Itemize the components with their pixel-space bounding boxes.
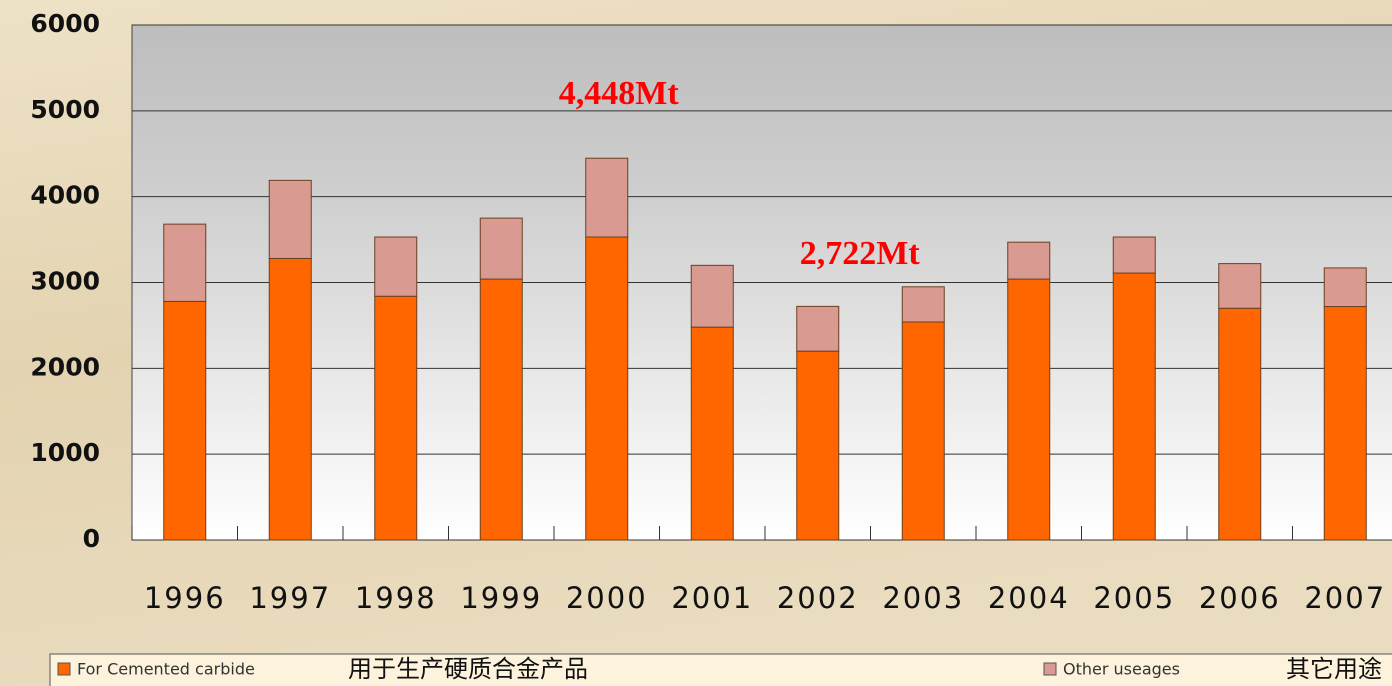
bar-segment [796,305,840,352]
bar-segment [1218,263,1262,309]
x-tick-label: 1996 [144,581,226,615]
x-tick-label: 2007 [1304,581,1386,615]
x-tick-label: 1999 [460,581,542,615]
x-tick-label: 1998 [355,581,437,615]
x-tick-label: 2003 [882,581,964,615]
bar-segment [901,286,945,323]
bar-segment [796,350,840,541]
bar-segment [163,300,207,541]
bar-segment [585,236,629,541]
bar-segment [1218,307,1262,541]
y-tick-label: 6000 [30,9,100,38]
annotation: 2,722Mt [800,235,921,272]
x-tick-label: 2001 [671,581,753,615]
legend [49,653,1392,686]
bar-segment [1112,236,1156,274]
annotation: 4,448Mt [559,75,680,112]
y-tick-label: 5000 [30,95,100,124]
y-tick-label: 2000 [30,352,100,381]
bar-segment [1323,306,1367,541]
bar-segment [1112,272,1156,541]
legend-swatch [57,662,71,676]
legend-label: Other useages [1063,660,1180,679]
bar-segment [268,257,312,541]
bar-segment [690,326,734,541]
bar-segment [1007,278,1051,541]
y-tick-label: 3000 [30,267,100,296]
bar-segment [690,264,734,328]
legend-label-zh: 用于生产硬质合金产品 [348,655,588,683]
y-tick-label: 4000 [30,181,100,210]
legend-label-zh: 其它用途 [1286,655,1382,683]
bar-segment [374,236,418,297]
legend-swatch [1043,662,1057,676]
bar-segment [479,278,523,541]
x-tick-label: 1997 [249,581,331,615]
bar-segment [1323,267,1367,308]
bar-segment [163,223,207,302]
y-tick-label: 1000 [30,438,100,467]
bar-segment [374,295,418,541]
x-tick-label: 2002 [777,581,859,615]
x-tick-label: 2005 [1093,581,1175,615]
x-tick-label: 2004 [988,581,1070,615]
bar-segment [585,157,629,238]
bar-segment [1007,241,1051,280]
y-tick-label: 0 [83,524,100,553]
x-tick-label: 2006 [1199,581,1281,615]
bar-segment [268,179,312,259]
x-tick-label: 2000 [566,581,648,615]
legend-label: For Cemented carbide [77,660,255,679]
bar-segment [901,321,945,541]
bar-segment [479,217,523,280]
